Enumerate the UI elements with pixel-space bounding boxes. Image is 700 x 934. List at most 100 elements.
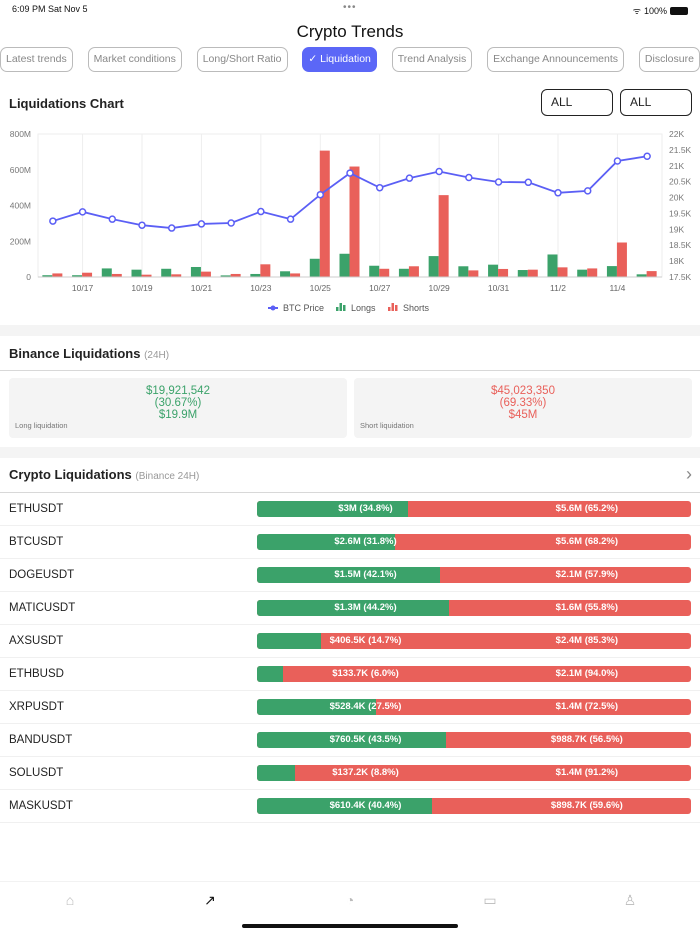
btc-price-point[interactable] bbox=[78, 208, 87, 216]
shorts-bar[interactable] bbox=[616, 242, 627, 277]
home-icon[interactable]: ⌂ bbox=[65, 892, 75, 908]
user-icon[interactable]: ♙ bbox=[623, 892, 637, 908]
longs-bar[interactable] bbox=[161, 268, 172, 277]
shorts-bar[interactable] bbox=[171, 274, 182, 277]
home-indicator[interactable] bbox=[242, 924, 458, 928]
legend-label[interactable]: Longs bbox=[351, 303, 376, 313]
shorts-bar[interactable] bbox=[200, 271, 211, 277]
short-percent: (69.33%) bbox=[499, 397, 547, 409]
shorts-bar[interactable] bbox=[557, 267, 568, 277]
shorts-bar[interactable] bbox=[379, 268, 390, 277]
longs-bar[interactable] bbox=[42, 275, 53, 277]
btc-price-point[interactable] bbox=[405, 174, 414, 182]
filter-select-2[interactable]: ALL bbox=[620, 89, 692, 116]
short-value: $898.7K (59.6%) bbox=[550, 800, 623, 811]
shorts-bar[interactable] bbox=[111, 273, 122, 277]
btc-price-point[interactable] bbox=[524, 178, 533, 187]
shorts-bar[interactable] bbox=[498, 268, 509, 277]
btc-price-point[interactable] bbox=[583, 187, 592, 195]
shorts-bar[interactable] bbox=[141, 274, 152, 277]
longs-bar[interactable] bbox=[190, 266, 201, 277]
liquidation-row[interactable]: ETHBUSD $133.7K (6.0%) $2.1M (94.0%) bbox=[0, 658, 700, 691]
shorts-bar[interactable] bbox=[349, 166, 360, 277]
long-value: $137.2K (8.8%) bbox=[332, 767, 399, 778]
symbol: SOLUSDT bbox=[9, 767, 64, 779]
liquidation-row[interactable]: SOLUSDT $137.2K (8.8%) $1.4M (91.2%) bbox=[0, 757, 700, 790]
longs-bar[interactable] bbox=[220, 275, 231, 277]
long-value: $3M (34.8%) bbox=[338, 503, 393, 514]
btc-price-point[interactable] bbox=[257, 207, 265, 216]
multitask-dots[interactable]: ••• bbox=[343, 2, 357, 13]
longs-bar[interactable] bbox=[488, 264, 499, 277]
btc-price-point[interactable] bbox=[286, 215, 295, 223]
shorts-bar[interactable] bbox=[290, 273, 301, 277]
shorts-bar[interactable] bbox=[52, 273, 63, 277]
shorts-bar[interactable] bbox=[260, 264, 271, 277]
long-value: $133.7K (6.0%) bbox=[332, 668, 399, 679]
btc-price-point[interactable] bbox=[197, 220, 206, 228]
liquidation-row[interactable]: BTCUSDT $2.6M (31.8%) $5.6M (68.2%) bbox=[0, 526, 700, 559]
btc-price-point[interactable] bbox=[435, 167, 443, 176]
tab-long-short-ratio[interactable]: Long/Short Ratio bbox=[196, 47, 288, 72]
btc-price-point[interactable] bbox=[375, 183, 384, 192]
longs-bar[interactable] bbox=[72, 275, 83, 277]
btc-price-point[interactable] bbox=[108, 215, 117, 223]
longs-bar[interactable] bbox=[280, 271, 291, 277]
btc-price-point[interactable] bbox=[346, 169, 354, 177]
shorts-bar[interactable] bbox=[319, 150, 330, 277]
short-value: $2.1M (94.0%) bbox=[555, 668, 618, 679]
legend-label[interactable]: Shorts bbox=[403, 303, 430, 313]
liquidation-row[interactable]: MATICUSDT $1.3M (44.2%) $1.6M (55.8%) bbox=[0, 592, 700, 625]
btc-price-point[interactable] bbox=[316, 190, 325, 199]
tab-trend-analysis[interactable]: Trend Analysis bbox=[391, 47, 473, 72]
liquidation-row[interactable]: DOGEUSDT $1.5M (42.1%) $2.1M (57.9%) bbox=[0, 559, 700, 592]
longs-bar[interactable] bbox=[517, 270, 528, 277]
longs-bar[interactable] bbox=[606, 266, 617, 277]
tab-latest-trends[interactable]: Latest trends bbox=[0, 47, 73, 72]
liquidation-row[interactable]: BANDUSDT $760.5K (43.5%) $988.7K (56.5%) bbox=[0, 724, 700, 757]
filter-select-1[interactable]: ALL bbox=[541, 89, 613, 116]
longs-bar[interactable] bbox=[547, 254, 558, 277]
btc-price-point[interactable] bbox=[227, 219, 235, 227]
btc-price-point[interactable] bbox=[167, 224, 176, 232]
liquidation-row[interactable]: ETHUSDT $3M (34.8%) $5.6M (65.2%) bbox=[0, 493, 700, 526]
btc-price-point[interactable] bbox=[465, 173, 473, 182]
longs-bar[interactable] bbox=[309, 258, 320, 277]
btc-price-point[interactable] bbox=[49, 217, 57, 225]
btc-price-point[interactable] bbox=[554, 189, 562, 197]
shorts-bar[interactable] bbox=[438, 195, 449, 277]
shorts-bar[interactable] bbox=[468, 270, 479, 277]
tab-exchange-announcements[interactable]: Exchange Announcements bbox=[487, 47, 625, 72]
shorts-bar[interactable] bbox=[408, 266, 419, 277]
longs-bar[interactable] bbox=[339, 253, 350, 277]
btc-price-point[interactable] bbox=[138, 221, 146, 229]
btc-price-point[interactable] bbox=[643, 152, 651, 160]
longs-bar[interactable] bbox=[458, 266, 469, 277]
btc-price-point[interactable] bbox=[494, 178, 503, 186]
tab-market-conditions[interactable]: Market conditions bbox=[87, 47, 182, 72]
liquidation-row[interactable]: AXSUSDT $406.5K (14.7%) $2.4M (85.3%) bbox=[0, 625, 700, 658]
shorts-bar[interactable] bbox=[527, 269, 538, 277]
trend-icon[interactable]: ↗ bbox=[204, 892, 216, 908]
longs-bar[interactable] bbox=[636, 274, 647, 277]
shorts-bar[interactable] bbox=[230, 273, 241, 277]
longs-bar[interactable] bbox=[369, 265, 380, 277]
chevron-right-icon[interactable]: › bbox=[686, 464, 692, 484]
longs-bar[interactable] bbox=[131, 269, 142, 277]
longs-bar[interactable] bbox=[577, 269, 588, 277]
shorts-bar[interactable] bbox=[646, 271, 657, 277]
message-icon[interactable]: ▭ bbox=[483, 892, 497, 908]
pie-chart-icon[interactable]: ◔ bbox=[345, 892, 355, 908]
btc-price-point[interactable] bbox=[613, 157, 622, 165]
longs-bar[interactable] bbox=[101, 268, 112, 277]
longs-bar[interactable] bbox=[398, 268, 409, 277]
shorts-bar[interactable] bbox=[82, 272, 93, 277]
tab-disclosure[interactable]: Disclosure bbox=[638, 47, 700, 72]
longs-bar[interactable] bbox=[250, 273, 261, 277]
tab-liquidation[interactable]: ✓ Liquidation bbox=[302, 47, 377, 72]
legend-label[interactable]: BTC Price bbox=[283, 303, 324, 313]
longs-bar[interactable] bbox=[428, 256, 439, 277]
liquidation-row[interactable]: MASKUSDT $610.4K (40.4%) $898.7K (59.6%) bbox=[0, 790, 700, 823]
liquidation-row[interactable]: XRPUSDT $528.4K (27.5%) $1.4M (72.5%) bbox=[0, 691, 700, 724]
shorts-bar[interactable] bbox=[587, 268, 598, 277]
